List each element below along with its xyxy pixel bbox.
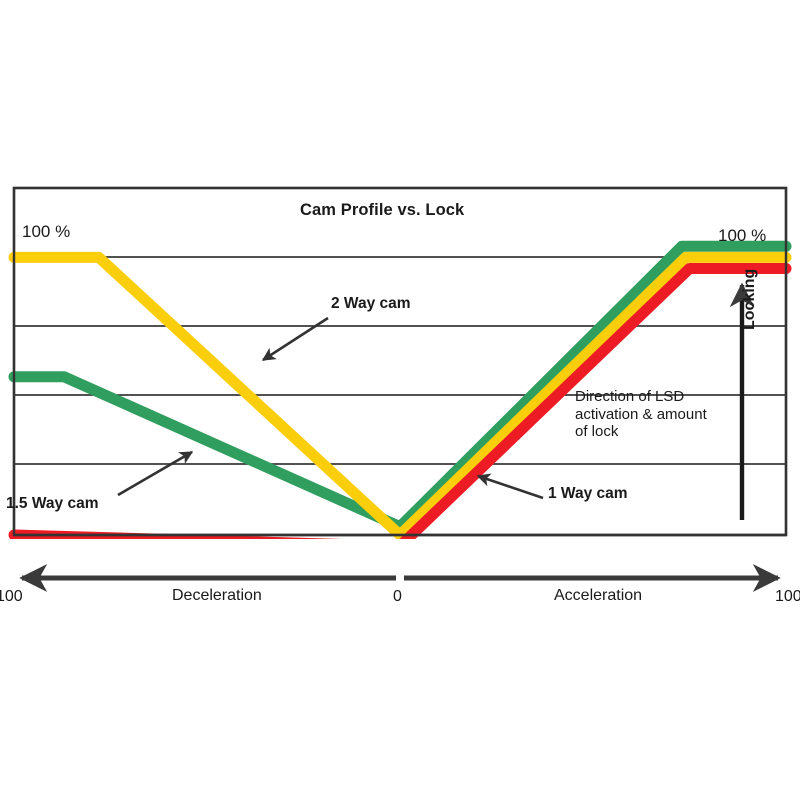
lsd-direction-note: Direction of LSD activation & amount of … bbox=[575, 388, 707, 441]
lsd-note-line-2: activation & amount bbox=[575, 405, 707, 423]
locking-axis-label: Locking bbox=[741, 268, 758, 330]
lsd-note-line-3: of lock bbox=[575, 423, 619, 441]
gridlines bbox=[14, 256, 786, 465]
lsd-note-line-1: Direction of LSD bbox=[575, 388, 685, 405]
plot-frame bbox=[12, 186, 788, 537]
annotation-arrow-1-5-way-cam bbox=[117, 450, 194, 497]
chart-title: Cam Profile vs. Lock bbox=[300, 201, 465, 219]
percent-label-right: 100 % bbox=[718, 226, 767, 245]
series-label-1-5-way-cam: 1.5 Way cam bbox=[6, 495, 99, 512]
axis-label-deceleration: Deceleration bbox=[172, 587, 262, 604]
axis-tick-right-100: 100 bbox=[775, 588, 800, 605]
annotation-arrow-2-way-cam bbox=[261, 316, 329, 362]
percent-label-left: 100 % bbox=[22, 222, 71, 241]
plot-frame-outline bbox=[12, 186, 788, 537]
axis-tick-left-100: 100 bbox=[0, 588, 23, 605]
mask-below-frame bbox=[0, 539, 800, 569]
series-line-1-5-way-cam bbox=[8, 240, 792, 533]
series-label-1-way-cam: 1 Way cam bbox=[548, 485, 628, 502]
axis-label-acceleration: Acceleration bbox=[554, 587, 643, 604]
annotation-arrow-1-way-cam bbox=[476, 473, 544, 500]
axis-tick-zero: 0 bbox=[393, 588, 402, 605]
series-label-2-way-cam: 2 Way cam bbox=[331, 295, 411, 312]
